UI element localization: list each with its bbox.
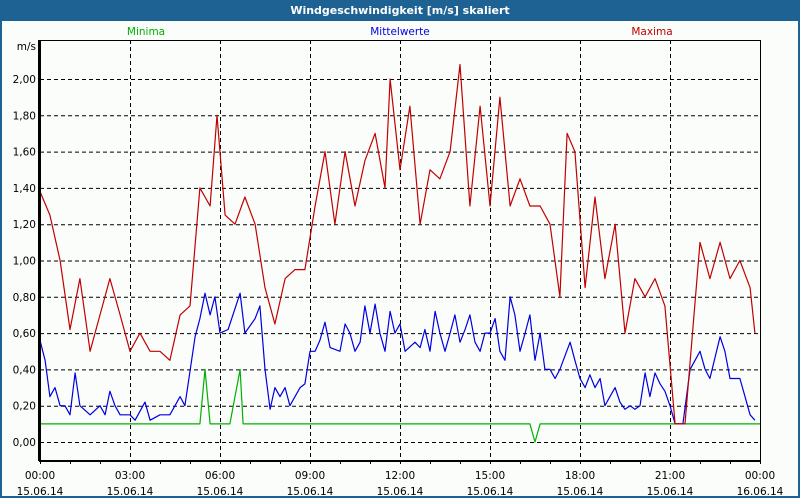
series-line-minima xyxy=(40,368,760,443)
series-line-maxima xyxy=(39,63,756,425)
x-tick-date: 15.06.14 xyxy=(647,486,694,498)
y-tick-label: 1,20 xyxy=(13,219,36,231)
legend-maxima: Maxima xyxy=(631,26,672,38)
y-tick-label: 0,40 xyxy=(13,364,36,376)
y-tick-label: 0,20 xyxy=(13,401,36,413)
x-tick-date: 15.06.14 xyxy=(17,486,64,498)
x-tick-time: 18:00 xyxy=(565,470,595,482)
x-tick-date: 15.06.14 xyxy=(557,486,604,498)
x-tick-date: 15.06.14 xyxy=(377,486,424,498)
x-tick-time: 06:00 xyxy=(205,470,235,482)
x-tick-date: 15.06.14 xyxy=(467,486,514,498)
x-tick-date: 16.06.14 xyxy=(737,486,784,498)
legend-mittelwerte: Mittelwerte xyxy=(370,26,430,38)
x-tick-time: 00:00 xyxy=(745,470,775,482)
y-tick-label: 1,40 xyxy=(13,183,36,195)
y-tick-label: 1,60 xyxy=(13,147,36,159)
legend-minima: Minima xyxy=(127,26,165,38)
y-axis-unit-label: m/s xyxy=(17,41,36,53)
y-tick-label: 0,80 xyxy=(13,292,36,304)
x-tick-date: 15.06.14 xyxy=(107,486,154,498)
y-tick-label: 1,80 xyxy=(13,110,36,122)
series-line-mittelwerte xyxy=(39,292,756,425)
x-tick-time: 03:00 xyxy=(115,470,145,482)
y-tick-label: 0,60 xyxy=(13,328,36,340)
y-tick-label: 0,00 xyxy=(13,437,36,449)
window-title: Windgeschwindigkeit [m/s] skaliert xyxy=(0,0,800,21)
x-tick-date: 15.06.14 xyxy=(287,486,334,498)
x-tick-time: 15:00 xyxy=(475,470,505,482)
y-tick-label: 2,00 xyxy=(13,74,36,86)
x-tick-date: 15.06.14 xyxy=(197,486,244,498)
x-tick-time: 09:00 xyxy=(295,470,325,482)
y-tick-label: 1,00 xyxy=(13,256,36,268)
x-tick-time: 00:00 xyxy=(25,470,55,482)
x-tick-time: 12:00 xyxy=(385,470,415,482)
x-tick-time: 21:00 xyxy=(655,470,685,482)
